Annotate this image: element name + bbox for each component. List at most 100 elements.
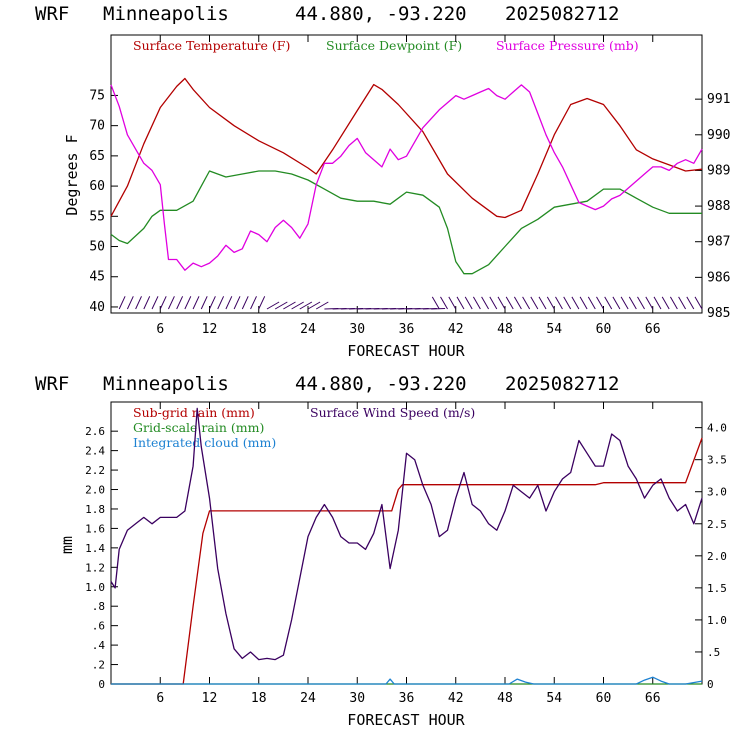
wind-barb	[555, 296, 563, 310]
legend-subgrid-rain: Sub-grid rain (mm)	[133, 405, 255, 420]
wind-barb	[563, 296, 572, 310]
wind-barb	[168, 296, 175, 310]
y2-tick-label: 987	[707, 235, 730, 250]
wind-barb	[489, 296, 498, 310]
y-tick-label: .2	[92, 659, 105, 672]
y2-tick-label: 1.0	[707, 614, 727, 627]
series-line-2	[110, 170, 702, 275]
wind-barb	[266, 301, 280, 310]
wind-barb	[200, 296, 208, 310]
panel2-title-site: Minneapolis	[103, 373, 229, 395]
wind-barb	[176, 296, 184, 310]
wind-barb	[596, 296, 604, 310]
y2-tick-label: 4.0	[707, 422, 727, 435]
y2-tick-label: 989	[707, 163, 730, 178]
wind-barbs	[118, 296, 703, 310]
y-tick-label: 2.6	[85, 425, 105, 438]
y2-tick-label: 1.5	[707, 582, 727, 595]
wind-barb	[678, 296, 687, 310]
wind-barb	[686, 296, 695, 310]
y2-tick-label: 990	[707, 128, 730, 143]
wind-barb	[307, 301, 321, 310]
top-x-ticks: 6 12 18 24 30 36 42 48 54 60 66	[156, 35, 661, 337]
wind-barb	[315, 301, 329, 310]
wind-barb	[241, 296, 249, 310]
y-tick-label: 75	[89, 88, 105, 103]
wind-barb	[274, 301, 288, 310]
x-tick-label: 30	[349, 322, 365, 337]
y-tick-label: .4	[92, 639, 106, 652]
x-tick-label: 42	[448, 691, 464, 706]
wind-barb	[225, 296, 233, 310]
x-tick-label: 48	[497, 691, 513, 706]
y-tick-label: 0	[98, 678, 105, 691]
wind-barb	[431, 296, 440, 310]
x-axis-label-top: FORECAST HOUR	[347, 342, 465, 360]
y2-tick-label: 986	[707, 270, 730, 285]
wind-barb	[299, 301, 313, 310]
wind-barb	[283, 301, 296, 310]
bottom-y-ticks: 0 .2 .4 .6 .8 1.0 1.2 1.4 1.6 1.8 2.0 2.2 2.4 2.6	[85, 425, 118, 691]
top-series-lines	[110, 77, 703, 275]
wind-barb	[628, 296, 637, 310]
x-tick-label: 36	[399, 691, 415, 706]
wind-barb	[184, 296, 192, 310]
wind-barb	[159, 296, 167, 310]
y-tick-label: 55	[89, 209, 105, 224]
temperature-plot-frame	[110, 34, 703, 314]
wind-barb	[143, 296, 151, 310]
series-line-1	[111, 437, 703, 685]
y2-tick-label: .5	[707, 646, 720, 659]
x-tick-label: 48	[497, 322, 513, 337]
x-tick-label: 12	[202, 691, 218, 706]
y-tick-label: 2.4	[85, 445, 105, 458]
top-y-ticks: 40 45 50 55 60 65 70 75	[89, 88, 118, 315]
x-tick-label: 24	[300, 322, 316, 337]
x-tick-label: 60	[596, 691, 612, 706]
wind-barb	[587, 296, 596, 310]
wind-barb	[291, 301, 304, 310]
wind-barb	[571, 296, 580, 310]
wind-barb	[661, 296, 670, 310]
panel2-title-model: WRF	[35, 373, 69, 395]
wind-barb	[546, 296, 555, 310]
wind-barb	[579, 296, 588, 310]
panel-title-coords: 44.880, -93.220	[295, 3, 467, 25]
x-tick-label: 6	[156, 322, 164, 337]
y2-tick-label: 988	[707, 199, 730, 214]
y-tick-label: 1.2	[85, 561, 105, 574]
y2-tick-label: 3.0	[707, 486, 727, 499]
wind-barb	[637, 296, 645, 310]
wind-barb	[151, 296, 159, 310]
x-axis-label-bottom: FORECAST HOUR	[347, 711, 465, 729]
y-tick-label: 2.2	[85, 464, 105, 477]
y-tick-label: 45	[89, 270, 105, 285]
wind-barb	[233, 296, 241, 310]
wind-barb	[209, 296, 216, 310]
panel-title-run: 2025082712	[505, 3, 619, 25]
wind-barb	[440, 296, 448, 310]
x-tick-label: 66	[645, 322, 661, 337]
bottom-series-lines	[110, 407, 703, 685]
y2-tick-label: 985	[707, 306, 730, 321]
y-tick-label: 60	[89, 179, 105, 194]
y-tick-label: .8	[92, 600, 105, 613]
x-tick-label: 18	[251, 322, 267, 337]
bottom-x-ticks: 6 12 18 24 30 36 42 48 54 60 66	[156, 402, 661, 706]
legend-integrated-cloud: Integrated cloud (mm)	[133, 435, 276, 450]
x-tick-label: 54	[546, 691, 562, 706]
x-tick-label: 36	[399, 322, 415, 337]
wind-barb	[505, 296, 514, 310]
wind-barb	[669, 296, 678, 310]
wind-barb	[645, 296, 654, 310]
wind-barb	[653, 296, 662, 310]
wind-barb	[448, 296, 457, 310]
wind-barb	[604, 296, 613, 310]
wind-barb	[135, 296, 142, 310]
y-tick-label: 65	[89, 149, 105, 164]
x-tick-label: 12	[202, 322, 218, 337]
legend-dewpoint: Surface Dewpoint (F)	[326, 38, 462, 53]
wind-barb	[481, 296, 490, 310]
series-line-1	[110, 77, 703, 219]
y-tick-label: 1.0	[85, 581, 105, 594]
